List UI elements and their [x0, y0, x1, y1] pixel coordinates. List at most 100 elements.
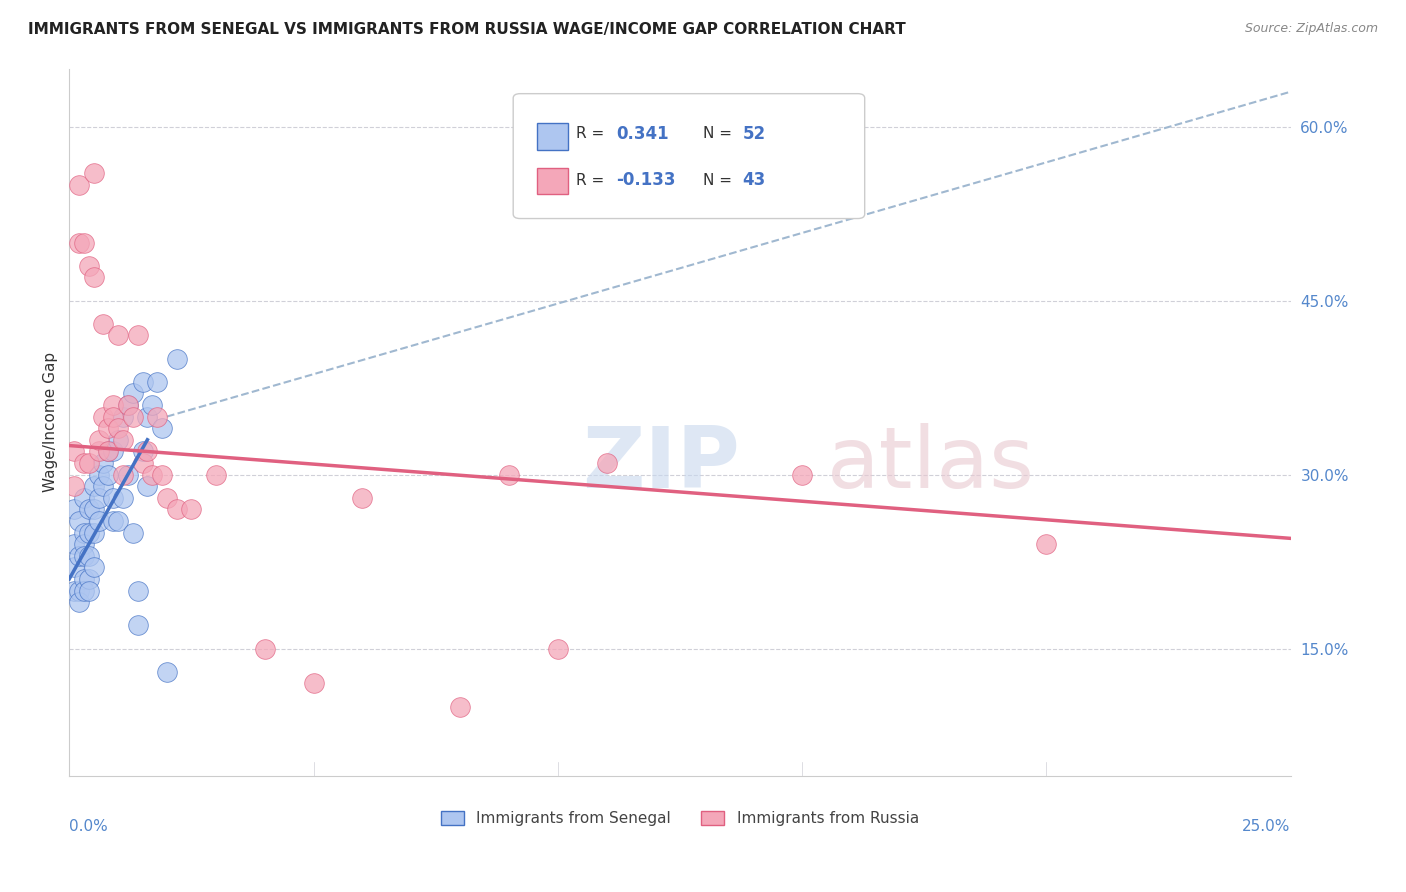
Point [103, 491, 125, 505]
Point [352, 491, 374, 505]
Point [127, 618, 149, 632]
Text: R =: R = [576, 127, 610, 141]
Point [449, 699, 471, 714]
Point [77, 572, 100, 586]
Point [107, 328, 129, 343]
Text: IMMIGRANTS FROM SENEGAL VS IMMIGRANTS FROM RUSSIA WAGE/INCOME GAP CORRELATION CH: IMMIGRANTS FROM SENEGAL VS IMMIGRANTS FR… [28, 22, 905, 37]
Point [131, 456, 153, 470]
Point [67, 583, 90, 598]
Point [117, 398, 139, 412]
Point [67, 595, 90, 609]
Point [253, 641, 276, 656]
Point [63, 444, 86, 458]
Point [117, 467, 139, 482]
Point [63, 537, 86, 551]
Point [103, 398, 125, 412]
Text: N =: N = [703, 173, 737, 187]
Point [73, 235, 96, 250]
Text: 0.0%: 0.0% [69, 819, 108, 834]
Point [67, 549, 90, 563]
Point [136, 479, 159, 493]
Point [73, 456, 96, 470]
Point [131, 375, 153, 389]
Point [156, 491, 179, 505]
Point [121, 386, 143, 401]
Point [131, 444, 153, 458]
Legend: Immigrants from Senegal, Immigrants from Russia: Immigrants from Senegal, Immigrants from… [434, 805, 925, 832]
Point [73, 583, 96, 598]
Point [87, 467, 110, 482]
Point [63, 502, 86, 516]
Point [121, 525, 143, 540]
Point [117, 398, 139, 412]
Point [127, 583, 149, 598]
Point [73, 537, 96, 551]
Point [67, 178, 90, 192]
Point [97, 444, 120, 458]
Point [83, 560, 105, 574]
Text: R =: R = [576, 173, 610, 187]
Point [93, 479, 115, 493]
Point [136, 444, 159, 458]
Point [87, 491, 110, 505]
Point [83, 479, 105, 493]
Point [67, 514, 90, 528]
Text: ZIP: ZIP [582, 424, 740, 507]
Point [127, 328, 149, 343]
Point [77, 259, 100, 273]
Y-axis label: Wage/Income Gap: Wage/Income Gap [44, 352, 58, 492]
Point [790, 467, 813, 482]
Point [111, 409, 134, 424]
Point [73, 525, 96, 540]
Point [93, 317, 115, 331]
Point [111, 433, 134, 447]
Point [166, 351, 188, 366]
Point [87, 514, 110, 528]
Point [93, 456, 115, 470]
Point [83, 270, 105, 285]
Point [146, 375, 169, 389]
Point [77, 525, 100, 540]
Point [67, 235, 90, 250]
Text: N =: N = [703, 127, 737, 141]
Text: atlas: atlas [827, 424, 1035, 507]
Point [204, 467, 226, 482]
Point [136, 409, 159, 424]
Point [63, 479, 86, 493]
Point [97, 444, 120, 458]
Text: 52: 52 [742, 125, 765, 143]
Point [547, 641, 569, 656]
Point [77, 549, 100, 563]
Point [498, 467, 520, 482]
Point [107, 421, 129, 435]
Point [107, 433, 129, 447]
Point [87, 444, 110, 458]
Point [77, 456, 100, 470]
Text: 25.0%: 25.0% [1243, 819, 1291, 834]
Point [103, 409, 125, 424]
Point [63, 560, 86, 574]
Point [73, 549, 96, 563]
Point [121, 409, 143, 424]
Point [111, 491, 134, 505]
Point [141, 398, 163, 412]
Point [146, 409, 169, 424]
Point [73, 491, 96, 505]
Point [156, 665, 179, 679]
Point [83, 166, 105, 180]
Point [103, 514, 125, 528]
Point [97, 421, 120, 435]
Point [150, 467, 173, 482]
Point [141, 467, 163, 482]
Point [77, 583, 100, 598]
Point [63, 583, 86, 598]
Point [302, 676, 325, 690]
Point [107, 514, 129, 528]
Point [93, 409, 115, 424]
Text: 43: 43 [742, 171, 766, 189]
Point [83, 502, 105, 516]
Point [180, 502, 202, 516]
Point [97, 467, 120, 482]
Text: Source: ZipAtlas.com: Source: ZipAtlas.com [1244, 22, 1378, 36]
Point [166, 502, 188, 516]
